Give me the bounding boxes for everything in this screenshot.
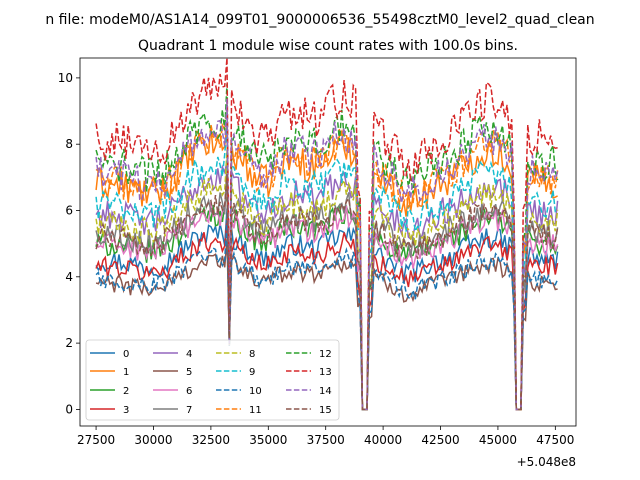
y-tick-label: 4 xyxy=(65,270,73,284)
series-line-8 xyxy=(95,149,559,411)
x-axis-offset-text: +5.048e8 xyxy=(517,455,576,469)
series-line-13 xyxy=(95,58,558,411)
x-axis: 27500 30000 32500 35000 37500 40000 42500 45000… xyxy=(77,426,574,447)
x-tick-label: 37500 xyxy=(307,433,345,447)
legend-label-3: 3 xyxy=(123,405,129,416)
legend-label-14: 14 xyxy=(319,386,332,397)
x-tick-label: 40000 xyxy=(364,433,402,447)
legend-label-9: 9 xyxy=(249,367,255,378)
series-line-11 xyxy=(95,101,559,411)
series-line-3 xyxy=(95,218,559,411)
y-tick-label: 2 xyxy=(65,336,73,350)
legend-label-6: 6 xyxy=(186,386,192,397)
x-tick-label: 30000 xyxy=(134,433,172,447)
legend-label-8: 8 xyxy=(249,349,255,360)
legend-label-13: 13 xyxy=(319,367,332,378)
legend-label-4: 4 xyxy=(186,349,192,360)
legend-label-10: 10 xyxy=(249,386,262,397)
series-line-14 xyxy=(95,98,559,411)
x-tick-label: 47500 xyxy=(536,433,574,447)
legend-label-2: 2 xyxy=(123,386,129,397)
chart-title: Quadrant 1 module wise count rates with … xyxy=(138,38,518,54)
legend-label-0: 0 xyxy=(123,349,129,360)
x-tick-label: 35000 xyxy=(249,433,287,447)
x-tick-label: 32500 xyxy=(192,433,230,447)
legend-frame xyxy=(85,339,340,421)
x-tick-label: 42500 xyxy=(421,433,459,447)
legend-label-7: 7 xyxy=(186,405,192,416)
legend-label-1: 1 xyxy=(123,367,129,378)
series-line-10 xyxy=(95,220,559,411)
y-tick-label: 6 xyxy=(65,204,73,218)
legend-label-11: 11 xyxy=(249,405,262,416)
x-tick-label: 27500 xyxy=(77,433,115,447)
y-tick-label: 8 xyxy=(65,137,73,151)
figure-suptitle: n file: modeM0/AS1A14_099T01_9000006536_… xyxy=(45,12,594,28)
series-line-2 xyxy=(95,191,559,411)
series-line-9 xyxy=(95,126,558,411)
y-axis: 0 2 4 6 8 10 xyxy=(58,71,80,416)
series-layer xyxy=(95,58,559,411)
legend-label-15: 15 xyxy=(319,405,332,416)
legend-label-5: 5 xyxy=(186,367,192,378)
series-line-12 xyxy=(95,83,559,411)
plot-frame xyxy=(79,57,577,427)
series-line-15 xyxy=(95,174,559,411)
x-tick-label: 45000 xyxy=(479,433,517,447)
legend-label-12: 12 xyxy=(319,349,332,360)
y-tick-label: 10 xyxy=(58,71,73,85)
y-tick-label: 0 xyxy=(65,402,73,416)
